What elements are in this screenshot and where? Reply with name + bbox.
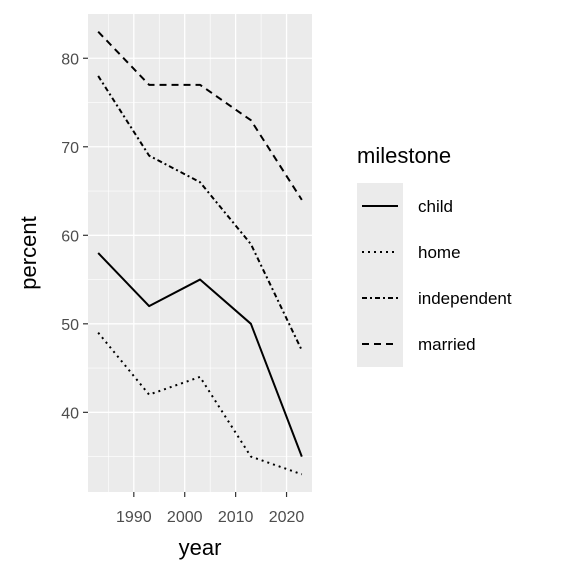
y-tick-label: 80 — [61, 51, 79, 68]
legend-title: milestone — [357, 143, 451, 168]
x-tick-label: 2000 — [167, 509, 203, 526]
x-tick-label: 1990 — [116, 509, 152, 526]
legend-label-independent: independent — [418, 289, 512, 308]
major-gridlines — [88, 14, 312, 492]
x-axis-ticks: 1990 2000 2010 2020 — [116, 492, 304, 526]
y-tick-label: 50 — [61, 317, 79, 334]
x-tick-label: 2010 — [218, 509, 254, 526]
series-lines — [97, 31, 303, 476]
y-tick-label: 40 — [61, 405, 79, 422]
series-line-home — [97, 332, 303, 476]
series-line-married — [97, 31, 303, 201]
legend-label-child: child — [418, 197, 453, 216]
series-line-child — [97, 252, 303, 457]
y-tick-label: 60 — [61, 228, 79, 245]
y-axis-title: percent — [16, 216, 41, 289]
legend-label-home: home — [418, 243, 461, 262]
legend: milestone child home independent married — [357, 143, 512, 367]
series-line-independent — [97, 75, 303, 351]
x-tick-label: 2020 — [269, 509, 305, 526]
y-axis-ticks: 40 50 60 70 80 — [61, 51, 88, 422]
y-tick-label: 70 — [61, 140, 79, 157]
x-axis-title: year — [179, 535, 222, 560]
legend-keys: child home independent married — [357, 183, 512, 367]
legend-label-married: married — [418, 335, 476, 354]
